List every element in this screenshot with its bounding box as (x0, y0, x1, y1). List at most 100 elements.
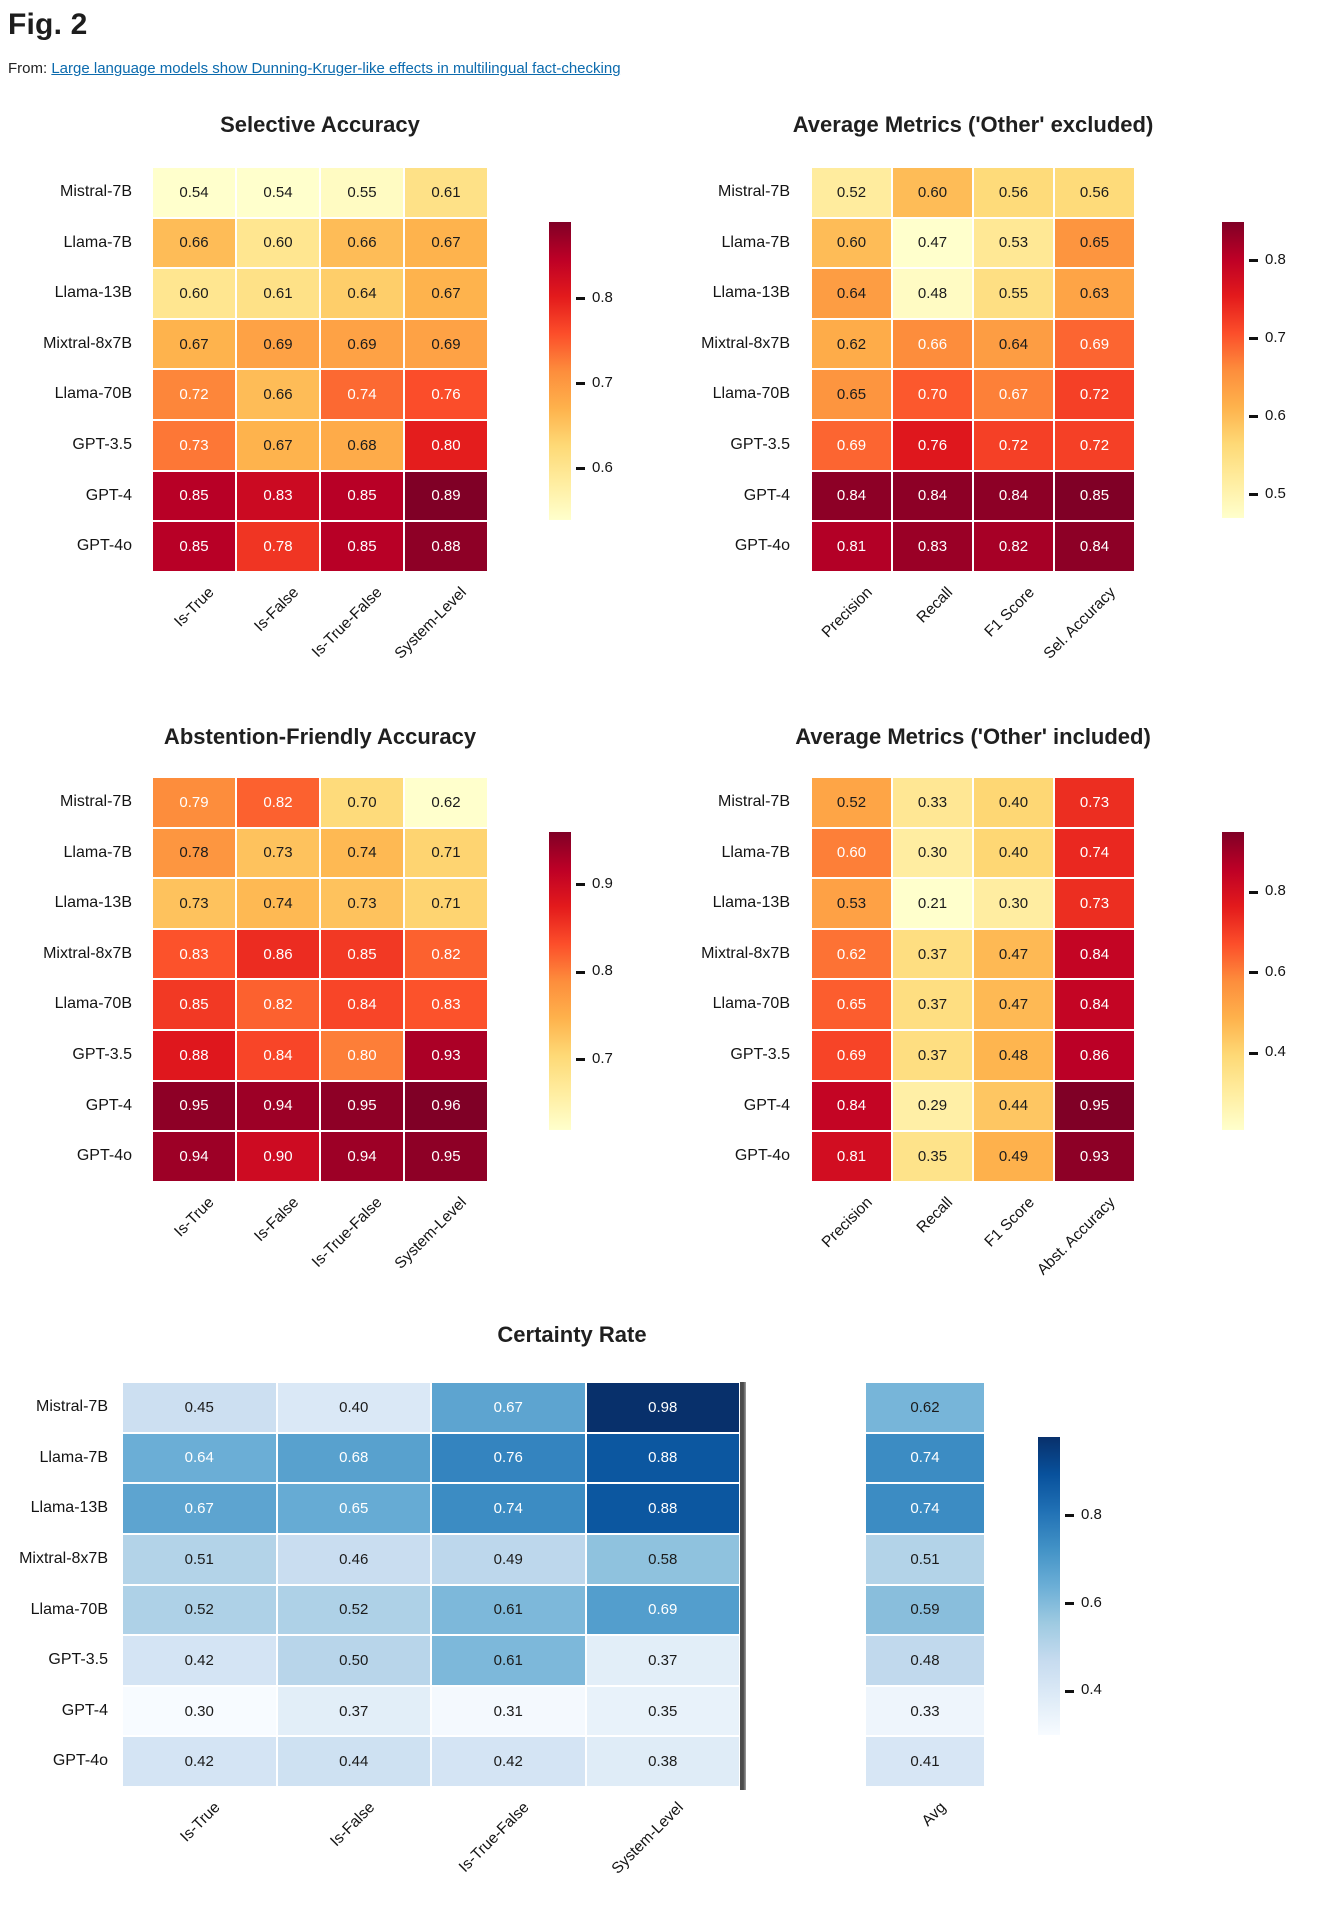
heatmap-cell: 0.73 (321, 879, 403, 928)
heatmap-row-label: Llama-70B (54, 995, 132, 1013)
colorbar (549, 222, 571, 520)
heatmap-cell: 0.37 (893, 929, 972, 979)
heatmap-cell: 0.60 (812, 828, 891, 878)
heatmap-cell: 0.50 (277, 1636, 430, 1685)
heatmap-cell: 0.95 (405, 1132, 487, 1181)
colorbar-tick (1249, 415, 1258, 419)
heatmap-cell: 0.62 (812, 319, 891, 369)
colorbar-tick-label: 0.6 (1081, 1593, 1102, 1611)
from-prefix: From: (8, 60, 48, 77)
heatmap-row-label: GPT-4 (85, 486, 132, 504)
heatmap-col-label: System-Level (391, 584, 471, 663)
heatmap-row-label: Mixtral-8x7B (43, 334, 132, 352)
heatmap-row-label: Mistral-7B (35, 1398, 108, 1415)
heatmap-cell: 0.81 (812, 522, 891, 571)
heatmap-row-label: GPT-3.5 (72, 1046, 132, 1063)
heatmap-col-label: Precision (818, 584, 876, 642)
heatmap-cell: 0.88 (586, 1433, 739, 1483)
colorbar-tick-label: 0.8 (592, 962, 613, 980)
heatmap-cell: 0.61 (432, 1585, 585, 1635)
heatmap-cell: 0.76 (432, 1433, 585, 1483)
heatmap-row-label: Mixtral-8x7B (701, 944, 790, 962)
heatmap-cell: 0.84 (893, 471, 972, 521)
colorbar-tick-label: 0.8 (1265, 250, 1286, 268)
heatmap-cell: 0.62 (866, 1383, 984, 1432)
heatmap-row-label: GPT-4o (734, 1147, 790, 1165)
heatmap-cell: 0.48 (974, 1031, 1053, 1080)
heatmap-cell: 0.72 (974, 421, 1053, 470)
heatmap-cell: 0.83 (153, 929, 235, 979)
heatmap-row-label: GPT-4 (743, 486, 790, 504)
heatmap-cell: 0.59 (866, 1585, 984, 1635)
heatmap-row-label: Mistral-7B (717, 183, 790, 200)
colorbar-tick (576, 382, 585, 386)
heatmap-cell: 0.76 (405, 370, 487, 419)
heatmap-cell: 0.85 (321, 471, 403, 521)
heatmap-row-label: Llama-70B (712, 995, 790, 1013)
heatmap-cell: 0.83 (893, 522, 972, 571)
heatmap-cell: 0.35 (586, 1686, 739, 1736)
heatmap-cell: 0.46 (277, 1534, 430, 1584)
heatmap-cell: 0.84 (1055, 929, 1134, 979)
chart-title: Certainty Rate (497, 1322, 647, 1347)
heatmap-cell: 0.51 (866, 1534, 984, 1584)
heatmap-cell: 0.30 (893, 828, 972, 878)
heatmap-cell: 0.85 (321, 929, 403, 979)
heatmap-cell: 0.70 (321, 778, 403, 827)
heatmap-row-label: GPT-4o (76, 537, 132, 555)
heatmap-cell: 0.82 (405, 929, 487, 979)
heatmap-cell: 0.62 (812, 929, 891, 979)
colorbar-tick (1249, 1051, 1258, 1055)
heatmap-col-label: Is-False (326, 1799, 378, 1851)
colorbar-tick (1065, 1602, 1074, 1606)
heatmap-row-label: Mixtral-8x7B (43, 944, 132, 962)
heatmap-cell: 0.95 (1055, 1081, 1134, 1131)
heatmap-cell: 0.70 (893, 370, 972, 419)
heatmap-col-label: Is-True-False (455, 1799, 533, 1876)
heatmap-cell: 0.40 (277, 1383, 430, 1432)
heatmap-row-label: GPT-4 (61, 1701, 108, 1719)
heatmap-cell: 0.72 (1055, 370, 1134, 419)
colorbar (1222, 832, 1244, 1130)
heatmap-cell: 0.42 (432, 1737, 585, 1787)
colorbar-tick (1249, 890, 1258, 894)
heatmap-cell: 0.48 (866, 1636, 984, 1685)
colorbar-tick (1249, 971, 1258, 975)
colorbar-tick (576, 1058, 585, 1062)
heatmap-cell: 0.40 (974, 828, 1053, 878)
heatmap-cell: 0.64 (321, 269, 403, 318)
heatmap-cell: 0.49 (974, 1132, 1053, 1181)
heatmap-cell: 0.98 (586, 1383, 739, 1432)
article-link[interactable]: Large language models show Dunning-Kruge… (51, 60, 621, 77)
heatmap-cell: 0.96 (405, 1081, 487, 1131)
heatmap-cell: 0.44 (974, 1081, 1053, 1131)
heatmap-cell: 0.79 (153, 778, 235, 827)
heatmap-cell: 0.69 (405, 319, 487, 369)
heatmap-cell: 0.85 (1055, 471, 1134, 521)
heatmap-cell: 0.61 (405, 168, 487, 217)
heatmap-col-label: Sel. Accuracy (1040, 584, 1119, 663)
colorbar-tick-label: 0.7 (592, 1049, 613, 1067)
colorbar (1038, 1437, 1060, 1735)
colorbar-tick-label: 0.8 (592, 288, 613, 306)
heatmap-cell: 0.82 (237, 980, 319, 1029)
heatmap-cell: 0.37 (586, 1636, 739, 1685)
heatmap-cell: 0.74 (866, 1433, 984, 1483)
heatmap-cell: 0.60 (812, 218, 891, 268)
heatmap-cell: 0.47 (893, 218, 972, 268)
heatmap-cell: 0.60 (893, 168, 972, 217)
colorbar-tick (1249, 337, 1258, 341)
heatmap-cell: 0.35 (893, 1132, 972, 1181)
heatmap-cell: 0.56 (974, 168, 1053, 217)
heatmap-cell: 0.71 (405, 879, 487, 928)
heatmap-cell: 0.69 (321, 319, 403, 369)
heatmap-cell: 0.84 (321, 980, 403, 1029)
heatmap-cell: 0.86 (237, 929, 319, 979)
heatmap-cell: 0.33 (893, 778, 972, 827)
heatmap-cell: 0.52 (123, 1585, 276, 1635)
heatmap-cell: 0.67 (974, 370, 1053, 419)
heatmap-cell: 0.80 (405, 421, 487, 470)
heatmap-cell: 0.85 (153, 522, 235, 571)
heatmap-cell: 0.82 (974, 522, 1053, 571)
heatmap-cell: 0.78 (237, 522, 319, 571)
